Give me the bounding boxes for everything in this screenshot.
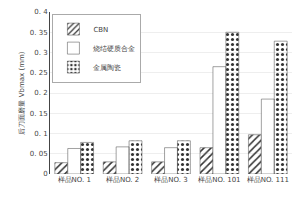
svg-text:后刀面磨量 Vbmax (mm): 后刀面磨量 Vbmax (mm) xyxy=(18,51,26,134)
svg-text:0: 0 xyxy=(43,170,47,178)
svg-text:0. 2: 0. 2 xyxy=(34,89,47,97)
svg-text:0. 4: 0. 4 xyxy=(34,8,48,16)
svg-text:烧结硬质合金: 烧结硬质合金 xyxy=(93,45,135,53)
svg-text:样品NO. 2: 样品NO. 2 xyxy=(106,176,139,184)
svg-text:样品NO. 101: 样品NO. 101 xyxy=(198,176,240,184)
svg-text:样品NO. 1: 样品NO. 1 xyxy=(58,176,91,184)
svg-text:0. 25: 0. 25 xyxy=(30,69,48,77)
svg-text:样品NO. 3: 样品NO. 3 xyxy=(154,176,187,184)
svg-text:0. 15: 0. 15 xyxy=(30,110,48,118)
svg-text:0. 3: 0. 3 xyxy=(34,49,47,57)
svg-text:样品NO. 111: 样品NO. 111 xyxy=(247,176,289,184)
svg-text:0. 05: 0. 05 xyxy=(30,150,48,158)
svg-text:CBN: CBN xyxy=(93,26,108,34)
svg-text:0. 1: 0. 1 xyxy=(34,130,47,138)
svg-text:金属陶瓷: 金属陶瓷 xyxy=(93,64,121,72)
svg-text:0. 35: 0. 35 xyxy=(30,29,48,37)
